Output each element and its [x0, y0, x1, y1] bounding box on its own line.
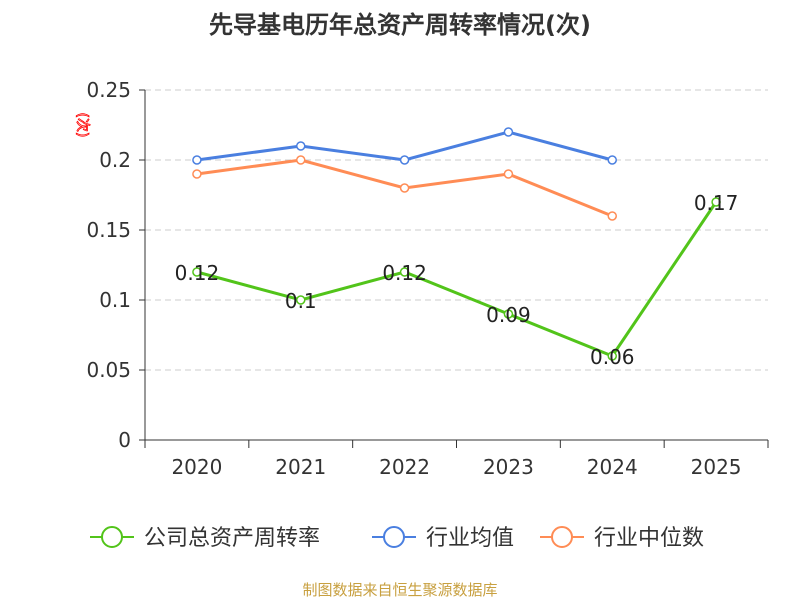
- data-label: 0.06: [590, 345, 635, 369]
- data-point[interactable]: [399, 183, 410, 193]
- data-label: 0.17: [694, 191, 739, 215]
- data-point[interactable]: [607, 351, 617, 361]
- x-tick-label: 2024: [587, 455, 638, 479]
- y-tick-label: 0.25: [86, 78, 131, 102]
- data-point[interactable]: [503, 127, 514, 137]
- data-point[interactable]: [192, 155, 202, 165]
- data-point[interactable]: [607, 155, 617, 165]
- x-tick-label: 2020: [171, 455, 222, 479]
- y-axis-label: (次): [74, 113, 90, 138]
- legend-label: 公司总资产周转率: [144, 526, 320, 551]
- legend-item[interactable]: 公司总资产周转率: [90, 526, 320, 551]
- data-point[interactable]: [399, 267, 410, 277]
- data-point[interactable]: [607, 211, 617, 221]
- legend-marker-icon: [551, 526, 573, 548]
- legend-marker-icon: [101, 526, 123, 548]
- y-tick-label: 0.15: [86, 218, 131, 242]
- legend-item[interactable]: 行业均值: [372, 526, 514, 551]
- source-note: 制图数据来自恒生聚源数据库: [302, 581, 497, 599]
- legend-label: 行业中位数: [594, 526, 704, 551]
- y-tick-label: 0.2: [99, 148, 131, 172]
- data-point[interactable]: [503, 309, 514, 319]
- y-tick-label: 0: [118, 428, 131, 452]
- data-point[interactable]: [711, 197, 721, 207]
- data-point[interactable]: [503, 169, 514, 179]
- y-tick-label: 0.1: [99, 288, 131, 312]
- data-point[interactable]: [296, 155, 306, 165]
- data-point[interactable]: [296, 141, 306, 151]
- x-tick-label: 2023: [483, 455, 534, 479]
- chart-title: 先导基电历年总资产周转率情况(次): [209, 11, 591, 39]
- x-tick-label: 2025: [691, 455, 742, 479]
- x-tick-label: 2021: [275, 455, 326, 479]
- data-point[interactable]: [192, 169, 202, 179]
- data-label: 0.12: [382, 261, 427, 285]
- data-point[interactable]: [192, 267, 202, 277]
- data-point[interactable]: [399, 155, 410, 165]
- data-point[interactable]: [296, 295, 306, 305]
- data-label: 0.12: [175, 261, 220, 285]
- data-label: 0.1: [285, 289, 317, 313]
- data-label: 0.09: [486, 303, 531, 327]
- y-tick-label: 0.05: [86, 358, 131, 382]
- legend-item[interactable]: 行业中位数: [540, 526, 704, 551]
- legend-marker-icon: [383, 526, 405, 548]
- series-line: [196, 201, 718, 358]
- legend-label: 行业均值: [426, 526, 514, 551]
- x-tick-label: 2022: [379, 455, 430, 479]
